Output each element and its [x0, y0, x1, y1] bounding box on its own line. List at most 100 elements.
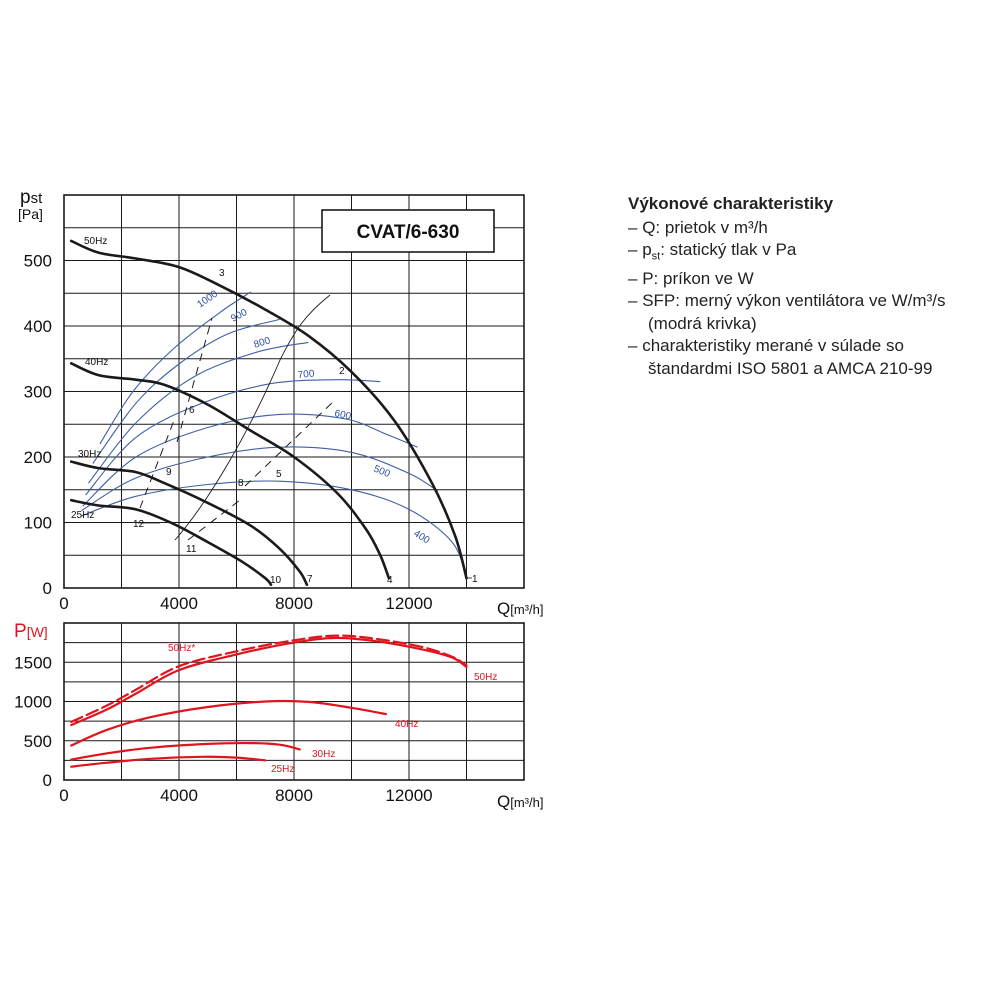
- legend-text: charakteristiky merané v súlade so: [642, 336, 904, 356]
- sfp-curve: [87, 341, 309, 484]
- legend-dash: –: [628, 291, 638, 311]
- model-title-box: [321, 209, 495, 253]
- x-tick-label: 0: [59, 786, 68, 805]
- y-axis-unit-pressure: [Pa]: [18, 206, 43, 222]
- y-tick-label: 200: [24, 448, 52, 467]
- power-label-40hz: 40Hz: [395, 719, 418, 730]
- pressure-chart: 0 4000 8000 12000 0 100 200 300 400 500 CVAT/6-63…: [18, 187, 543, 618]
- point-label-12: 12: [133, 519, 145, 530]
- series-label-40hz: 40Hz: [85, 357, 108, 368]
- legend-text: (modrá krivka): [648, 313, 757, 333]
- point-label-8: 8: [238, 478, 244, 489]
- y-tick-label: 1500: [14, 653, 52, 672]
- legend-text: P: príkon ve W: [642, 268, 754, 288]
- legend-dash: –: [628, 240, 638, 259]
- y-tick-label: 100: [24, 514, 52, 533]
- legend-line-q: – Q: prietok v m³/h: [628, 217, 998, 240]
- point-label-11: 11: [186, 544, 197, 555]
- y-label-power-unit: [W]: [27, 624, 48, 640]
- series-line: [70, 699, 388, 747]
- y-tick-label: 500: [24, 252, 52, 271]
- point-label-10: 10: [270, 575, 282, 586]
- point-label-5: 5: [276, 469, 282, 480]
- legend-text: : statický tlak v Pa: [660, 240, 797, 259]
- series-line: [70, 741, 301, 761]
- point-label-9: 9: [166, 467, 172, 478]
- legend-dash: –: [628, 336, 638, 356]
- sfp-curve: [81, 480, 468, 579]
- x-tick-label: 12000: [385, 786, 432, 805]
- system-line-dash-c: [187, 499, 241, 541]
- legend-line-pst: – pst: statický tlak v Pa: [628, 239, 998, 268]
- pressure-grid: [64, 195, 524, 588]
- legend-line-p: – P: príkon ve W: [628, 268, 998, 291]
- sfp-curve: [85, 379, 381, 496]
- series-line: [69, 460, 309, 586]
- y-tick-label: 0: [43, 579, 52, 598]
- sfp-label-700: 700: [297, 369, 315, 381]
- power-label-25hz: 25Hz: [271, 764, 294, 775]
- x-tick-label: 8000: [275, 786, 313, 805]
- system-curve-solid: [174, 294, 331, 541]
- x-label-power-main: Q: [497, 792, 510, 811]
- sfp-curve: [99, 291, 252, 445]
- x-axis-label-pressure: Q[m³/h]: [497, 599, 543, 618]
- x-axis-label-power: Q[m³/h]: [497, 792, 543, 811]
- series-label-30hz: 30Hz: [78, 449, 101, 460]
- legend-line-standards: – charakteristiky merané v súlade so: [628, 335, 998, 358]
- x-tick-label: 4000: [160, 594, 198, 613]
- series-label-25hz: 25Hz: [71, 510, 94, 521]
- legend-line-sfp: – SFP: merný výkon ventilátora ve W/m³/s: [628, 290, 998, 313]
- series-line: [70, 636, 468, 727]
- legend-text: Q: prietok v m³/h: [642, 217, 768, 237]
- power-label-50hz: 50Hz: [474, 672, 497, 683]
- power-ticks: 0 4000 8000 12000 0 500 1000 1500: [14, 653, 432, 805]
- pressure-ticks: 0 4000 8000 12000 0 100 200 300 400 500: [24, 252, 433, 614]
- sfp-label-600: 600: [333, 408, 352, 422]
- legend-line-standards-cont: štandardmi ISO 5801 a AMCA 210-99: [628, 358, 998, 381]
- point-label-3: 3: [219, 268, 225, 279]
- point-label-2: 2: [339, 366, 345, 377]
- pressure-curves: [69, 239, 468, 586]
- x-tick-label: 8000: [275, 594, 313, 613]
- power-label-30hz: 30Hz: [312, 749, 335, 760]
- legend-title: Výkonové charakteristiky: [628, 194, 834, 213]
- system-line-dash-b: [139, 417, 176, 509]
- series-line: [70, 634, 468, 723]
- series-label-50hz: 50Hz: [84, 236, 107, 247]
- legend-panel: Výkonové charakteristiky – Q: prietok v …: [628, 193, 998, 380]
- system-line-dash-d: [244, 399, 336, 487]
- power-label-50hz-star: 50Hz*: [168, 643, 195, 654]
- point-label-4: 4: [387, 575, 393, 586]
- y-tick-label: 500: [24, 732, 52, 751]
- sfp-curve: [92, 318, 280, 464]
- x-label-power-unit: [m³/h]: [510, 795, 543, 810]
- y-tick-label: 300: [24, 383, 52, 402]
- legend-text: SFP: merný výkon ventilátora ve W/m³/s: [642, 291, 946, 311]
- y-tick-label: 400: [24, 317, 52, 336]
- series-line: [70, 755, 267, 768]
- x-tick-label: 4000: [160, 786, 198, 805]
- point-label-1: 1: [472, 574, 478, 585]
- series-line: [69, 239, 468, 580]
- series-line: [69, 498, 273, 586]
- y-tick-label: 1000: [14, 693, 52, 712]
- y-tick-label: 0: [43, 771, 52, 790]
- point-label-7: 7: [307, 574, 313, 585]
- legend-prefix: p: [642, 240, 652, 259]
- sfp-label-800: 800: [253, 335, 273, 351]
- legend-dash: –: [628, 217, 638, 237]
- y-label-sub: st: [31, 190, 44, 207]
- x-label-unit: [m³/h]: [510, 602, 543, 617]
- point-label-6: 6: [189, 405, 195, 416]
- x-label-main: Q: [497, 599, 510, 618]
- sfp-curve: [82, 413, 418, 507]
- legend-line-sfp-cont: (modrá krivka): [628, 313, 998, 336]
- y-axis-label-pressure: pst: [20, 187, 43, 208]
- y-label-power-main: P: [14, 621, 27, 642]
- power-curves: [70, 634, 468, 768]
- legend-sub: st: [651, 250, 661, 263]
- sfp-curves: [81, 291, 468, 579]
